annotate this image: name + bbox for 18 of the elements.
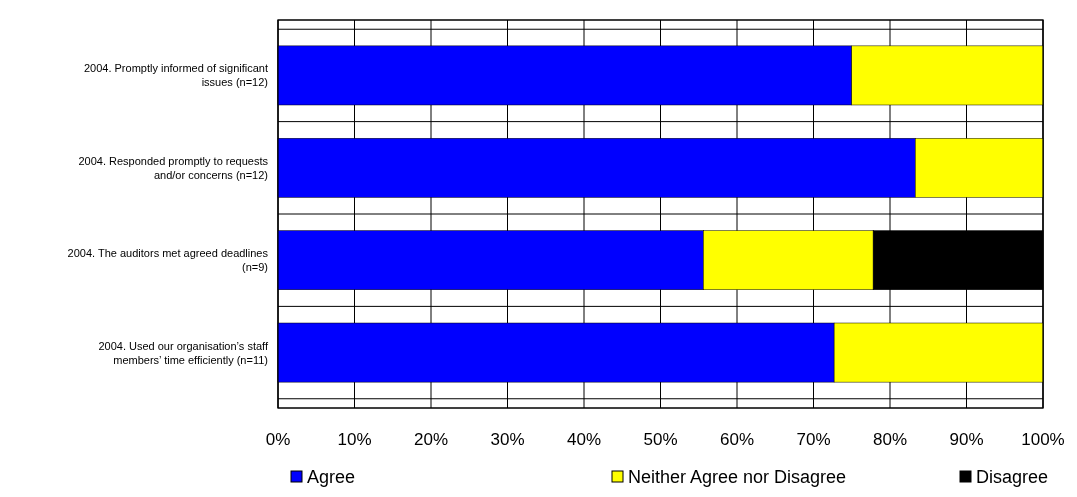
y-tick-label: 2004. Used our organisation’s staff members’ time efficiently (n=11)	[98, 339, 269, 366]
x-tick-label: 10%	[337, 430, 372, 449]
x-tick-label: 100%	[1021, 430, 1065, 449]
x-tick-label: 40%	[566, 430, 602, 449]
y-tick-label: 2004. Promptly informed of significant issues (n=12)	[83, 62, 268, 89]
legend-label: Neither Agree nor Disagree	[628, 467, 847, 487]
legend-label: Disagree	[976, 467, 1049, 487]
x-tick-label: 0%	[265, 430, 291, 449]
x-tick-label: 70%	[796, 430, 831, 449]
x-tick-label: 60%	[719, 430, 755, 449]
legend-label: Agree	[307, 467, 356, 487]
x-tick-label: 30%	[490, 430, 525, 449]
x-tick-label: 50%	[643, 430, 678, 449]
x-tick-label: 20%	[413, 430, 449, 449]
x-tick-label: 80%	[872, 430, 908, 449]
y-tick-label: 2004. Responded promptly to requests and/or concerns (n=12)	[78, 154, 269, 181]
y-tick-label: 2004. The auditors met agreed deadlines (n=9)	[67, 247, 269, 274]
x-tick-label: 90%	[949, 430, 984, 449]
